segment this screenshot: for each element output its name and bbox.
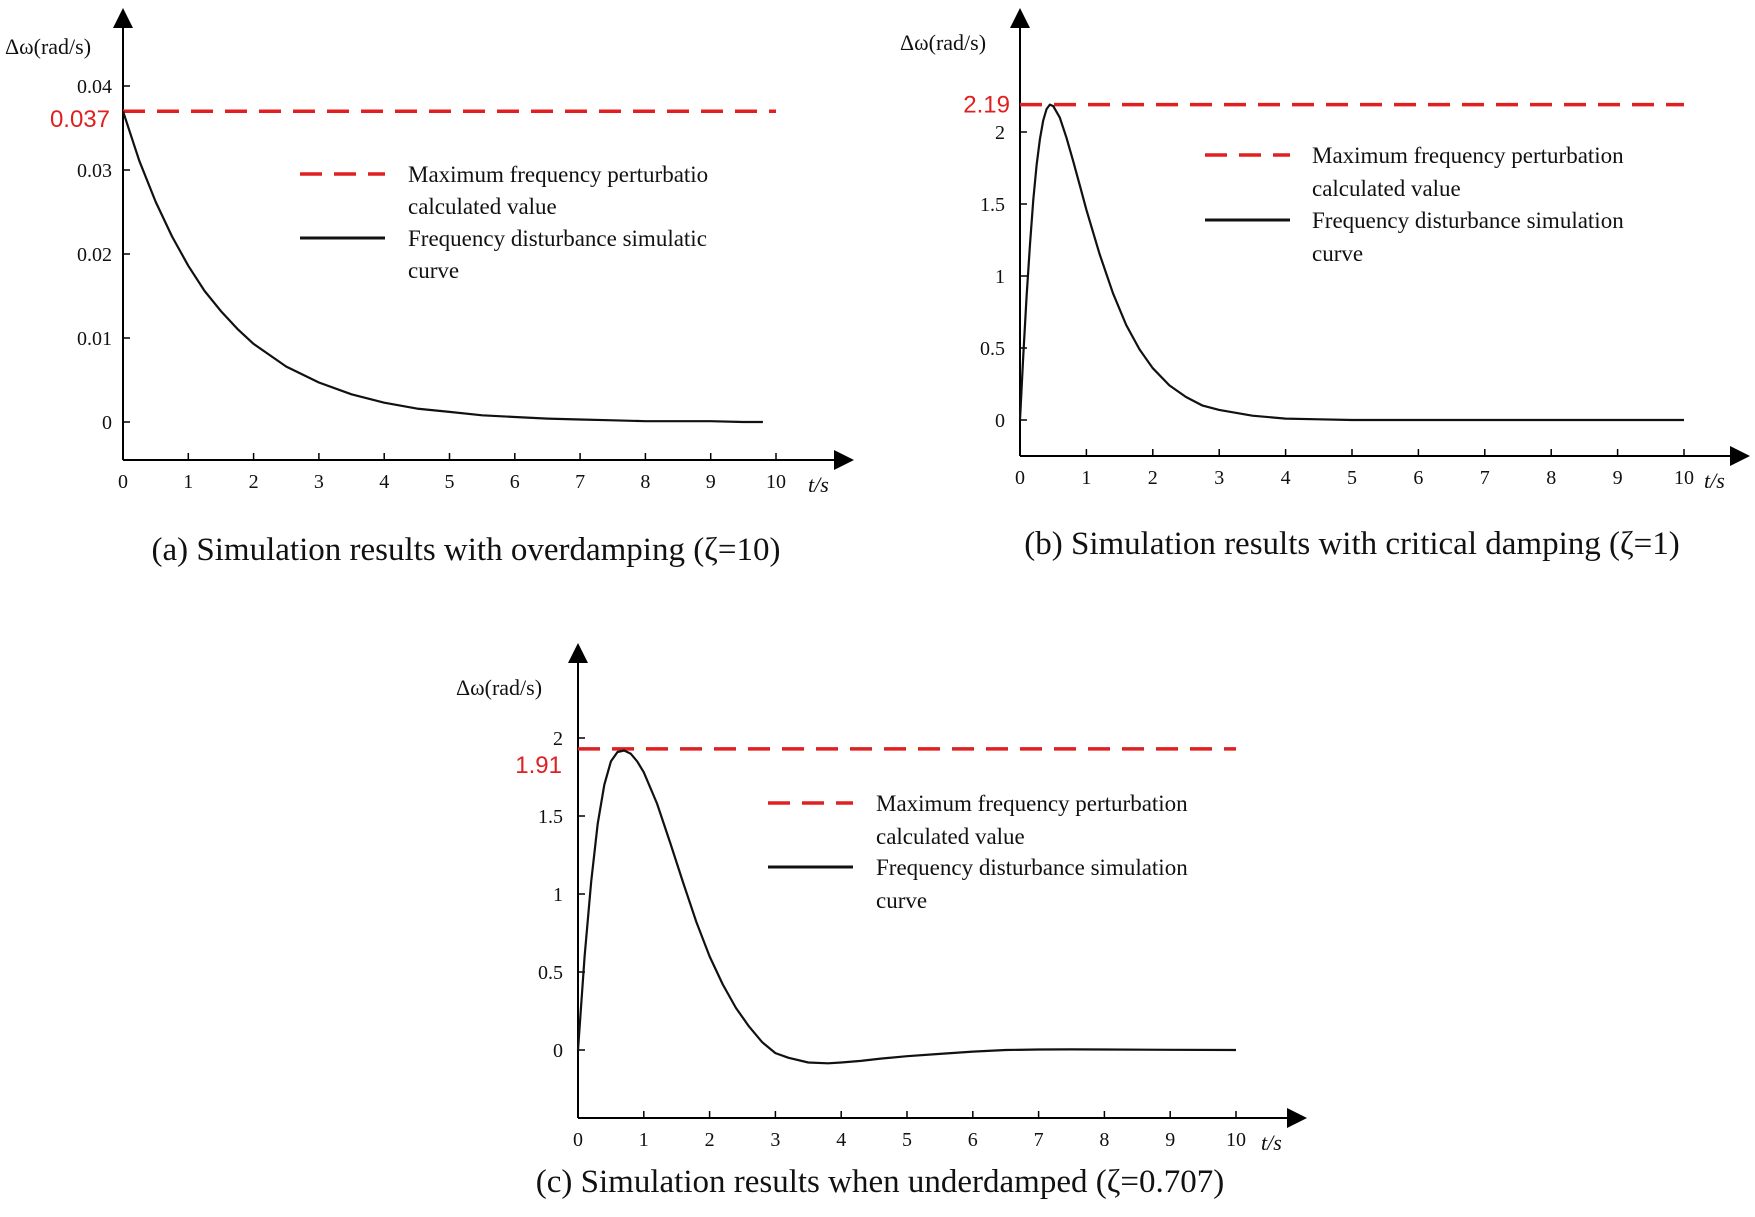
- x-tick-label: 5: [902, 1129, 912, 1151]
- x-tick-label: 1: [639, 1129, 649, 1151]
- x-axis-label: t/s: [808, 472, 829, 497]
- x-tick-label: 2: [705, 1129, 715, 1151]
- legend-entry-text: Maximum frequency perturbation: [876, 791, 1188, 816]
- x-tick-label: 3: [1214, 467, 1224, 489]
- x-tick-label: 4: [1281, 467, 1291, 489]
- series-line: [1018, 103, 1684, 422]
- x-tick-label: 3: [314, 471, 324, 493]
- y-tick-label: 0: [102, 412, 112, 434]
- x-axis-label: t/s: [1704, 468, 1725, 493]
- x-tick-label: 8: [1099, 1129, 1109, 1151]
- x-tick-label: 10: [1674, 467, 1694, 489]
- x-tick-label: 8: [1546, 467, 1556, 489]
- x-tick-label: 4: [379, 471, 389, 493]
- x-tick-label: 0: [573, 1129, 583, 1151]
- chart-caption: (a) Simulation results with overdamping …: [152, 532, 781, 568]
- legend: Maximum frequency perturbation calculated…: [1205, 143, 1624, 266]
- y-axis-label: Δω(rad/s): [5, 34, 91, 59]
- legend-entry-text: curve: [1312, 241, 1363, 266]
- x-tick-label: 0: [1015, 467, 1025, 489]
- legend-entry-text: calculated value: [1312, 176, 1461, 201]
- chart-caption: (b) Simulation results with critical dam…: [1024, 526, 1680, 562]
- legend: Maximum frequency perturbation calculated…: [768, 791, 1188, 913]
- y-axis-label: Δω(rad/s): [456, 675, 542, 700]
- chart-panel-a: Δω(rad/s) t/s 0 1 2 3 4 5 6 7 8 9 10 0 0.01 0.02 0.03 0.0…: [5, 8, 854, 568]
- x-tick-label: 6: [968, 1129, 978, 1151]
- legend-entry-text: calculated value: [876, 824, 1025, 849]
- x-axis-label: t/s: [1261, 1130, 1282, 1155]
- x-tick-label: 10: [1226, 1129, 1246, 1151]
- x-tick-label: 7: [575, 471, 585, 493]
- legend-entry-text: Frequency disturbance simulation: [1312, 208, 1624, 233]
- legend-entry-text: Maximum frequency perturbation: [1312, 143, 1624, 168]
- y-tick-label: 1: [995, 266, 1005, 288]
- x-tick-label: 5: [445, 471, 455, 493]
- series-line: [576, 749, 1237, 1065]
- x-tick-label: 8: [640, 471, 650, 493]
- series-line: [121, 110, 763, 424]
- chart-panel-b: Δω(rad/s) t/s 0 1 2 3 4 5 6 7 8 9 10 0 0.5 1 1.5 2 2.19 Max…: [900, 8, 1750, 562]
- legend-entry-text: curve: [408, 258, 459, 283]
- y-tick-label: 1: [553, 884, 563, 906]
- y-tick-label: 0: [995, 410, 1005, 432]
- x-tick-label: 5: [1347, 467, 1357, 489]
- x-tick-label: 0: [118, 471, 128, 493]
- y-tick-label: 1.5: [980, 194, 1005, 216]
- x-tick-label: 9: [1165, 1129, 1175, 1151]
- legend-entry-text: calculated value: [408, 194, 557, 219]
- x-tick-label: 3: [770, 1129, 780, 1151]
- y-tick-label: 1.5: [538, 806, 563, 828]
- x-tick-label: 1: [1081, 467, 1091, 489]
- x-tick-label: 1: [183, 471, 193, 493]
- x-tick-label: 9: [1613, 467, 1623, 489]
- x-tick-label: 9: [706, 471, 716, 493]
- x-tick-label: 10: [766, 471, 786, 493]
- reference-value-label: 0.037: [50, 106, 110, 133]
- y-tick-label: 0.01: [77, 328, 112, 350]
- y-tick-label: 2: [995, 122, 1005, 144]
- x-tick-label: 6: [1413, 467, 1423, 489]
- x-tick-label: 7: [1480, 467, 1490, 489]
- reference-value-label: 1.91: [515, 752, 562, 779]
- x-tick-label: 2: [1148, 467, 1158, 489]
- legend-entry-text: Frequency disturbance simulation: [876, 855, 1188, 880]
- chart-panel-c: Δω(rad/s)t/s0 1 2 3 4 5 6 7 8 9 1000.511.521.91Max…: [456, 643, 1307, 1200]
- legend-entry-text: Maximum frequency perturbatio: [408, 162, 708, 187]
- y-axis-label: Δω(rad/s): [900, 30, 986, 55]
- legend-entry-text: Frequency disturbance simulatic: [408, 226, 707, 251]
- y-tick-label: 0: [553, 1040, 563, 1062]
- y-tick-label: 0.03: [77, 160, 112, 182]
- x-tick-label: 7: [1034, 1129, 1044, 1151]
- y-tick-label: 0.04: [77, 76, 112, 98]
- x-tick-label: 2: [249, 471, 259, 493]
- y-tick-label: 0.5: [980, 338, 1005, 360]
- legend-entry-text: curve: [876, 888, 927, 913]
- chart-caption: (c) Simulation results when underdamped …: [536, 1164, 1224, 1200]
- y-tick-label: 0.02: [77, 244, 112, 266]
- x-tick-label: 4: [836, 1129, 846, 1151]
- y-tick-label: 2: [553, 728, 563, 750]
- y-tick-label: 0.5: [538, 962, 563, 984]
- legend: Maximum frequency perturbatio calculated …: [300, 162, 708, 283]
- reference-value-label: 2.19: [963, 92, 1010, 119]
- x-tick-label: 6: [510, 471, 520, 493]
